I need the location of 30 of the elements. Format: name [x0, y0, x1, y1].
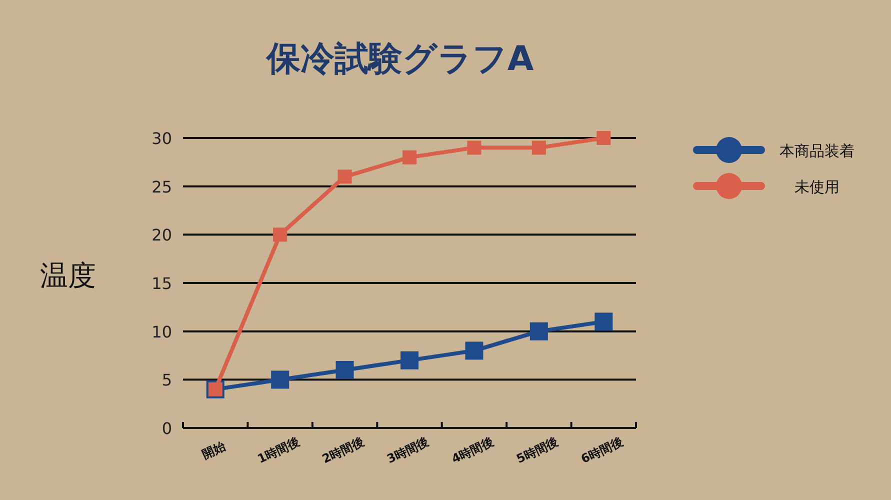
y-tick-label: 15	[152, 274, 172, 293]
legend-label: 未使用	[794, 178, 840, 196]
y-tick-label: 30	[152, 129, 172, 148]
x-tick-label: 4時間後	[449, 434, 496, 466]
point	[532, 140, 546, 155]
y-tick-label: 25	[152, 177, 172, 196]
y-tick-label: 0	[162, 419, 172, 438]
point	[596, 131, 611, 145]
y-tick-label: 20	[152, 226, 172, 245]
y-tick-label: 10	[152, 322, 172, 342]
y-axis-title: 温度	[40, 259, 96, 292]
point	[400, 351, 418, 370]
x-tick-label: 6時間後	[578, 434, 626, 466]
x-tick-label: 3時間後	[384, 434, 431, 466]
point	[594, 312, 613, 331]
x-tick-label: 5時間後	[514, 434, 560, 466]
legend-label: 本商品装着	[780, 142, 854, 160]
point	[271, 370, 290, 389]
point	[402, 150, 416, 164]
chart-title: 保冷試験グラフA	[264, 39, 534, 79]
x-tick-label: 2時間後	[320, 434, 366, 466]
x-tick-label: 1時間後	[255, 434, 302, 466]
point	[273, 228, 288, 242]
point	[467, 140, 482, 155]
point	[530, 322, 548, 340]
y-tick-label: 5	[162, 370, 172, 390]
x-tick-label: 開始	[200, 438, 228, 462]
point	[336, 361, 354, 379]
point	[338, 170, 352, 184]
point	[465, 342, 484, 360]
